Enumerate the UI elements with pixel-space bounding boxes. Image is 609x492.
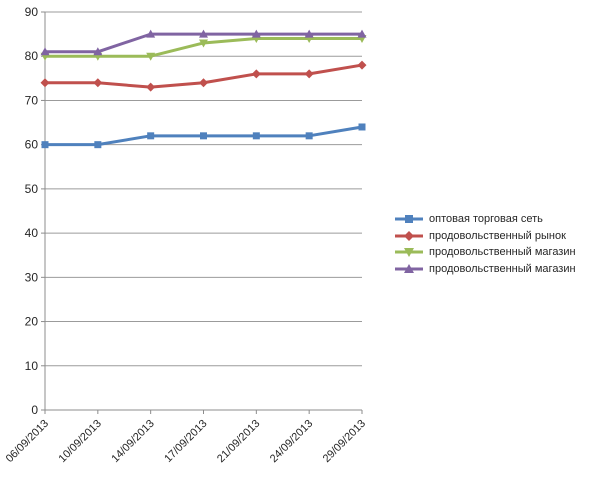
series-3-marker-triangle-up-icon [304,29,314,38]
series-2-marker-triangle-down-icon [146,52,156,61]
y-axis-label-20: 20 [25,315,39,329]
legend-diamond-swatch-icon [395,230,423,241]
x-axis-label: 10/09/2013 [57,418,104,465]
y-axis-label-90: 90 [25,5,39,19]
series-2-marker-triangle-down-icon [199,39,208,48]
series-0-marker-square-icon [147,132,155,140]
series-3-marker-triangle-up-icon [146,29,156,38]
series-1-marker-diamond-icon [357,60,367,70]
y-axis-label-70: 70 [25,93,39,107]
legend-triangle-down-swatch-icon [395,248,423,258]
y-axis-label-40: 40 [25,226,39,240]
series-1-marker-diamond-icon [146,82,156,92]
series-1-marker-diamond-icon [199,78,208,88]
series-0-marker-square-icon [358,123,366,131]
y-axis-label-50: 50 [25,182,39,196]
series-3-marker-triangle-up-icon [357,29,367,38]
series-0-marker-square-icon [41,141,49,149]
y-axis-label-60: 60 [25,138,39,152]
series-3-marker-triangle-up-icon [93,47,103,56]
legend-label-0: оптовая торговая сеть [429,213,543,226]
x-axis-label: 17/09/2013 [162,418,209,465]
x-axis-label: 29/09/2013 [321,418,368,465]
y-axis-label-0: 0 [31,403,38,417]
x-axis-label: 21/09/2013 [215,418,262,465]
series-0-marker-square-icon [200,132,207,140]
y-axis-label-10: 10 [25,359,39,373]
chart-legend: оптовая торговая сеть продовольственный р… [394,212,576,276]
legend-item-1: продовольственный рынок [394,229,576,244]
x-axis-label: 14/09/2013 [109,418,156,465]
y-axis-label-30: 30 [25,270,39,284]
legend-label-1: продовольственный рынок [429,229,566,242]
legend-item-0: оптовая торговая сеть [394,212,576,227]
series-1-marker-diamond-icon [304,69,314,79]
series-3-marker-triangle-up-icon [199,29,208,38]
series-1-marker-diamond-icon [93,78,103,88]
x-axis-label: 06/09/2013 [4,418,51,465]
legend-label-3: продовольственный магазин [429,262,576,275]
series-0-marker-square-icon [305,132,313,140]
series-3-marker-triangle-up-icon [251,29,261,38]
legend-label-2: продовольственный магазин [429,246,576,259]
legend-item-2: продовольственный магазин [394,245,576,260]
x-axis-label: 24/09/2013 [268,418,315,465]
legend-square-swatch-icon [395,215,423,224]
series-1-marker-diamond-icon [251,69,261,79]
series-0-marker-square-icon [94,141,102,149]
series-1-marker-diamond-icon [40,78,50,88]
legend-item-3: продовольственный магазин [394,262,576,277]
series-0-marker-square-icon [252,132,260,140]
series-3-marker-triangle-up-icon [40,47,50,56]
legend-triangle-up-swatch-icon [395,263,423,273]
y-axis-label-80: 80 [25,49,39,63]
